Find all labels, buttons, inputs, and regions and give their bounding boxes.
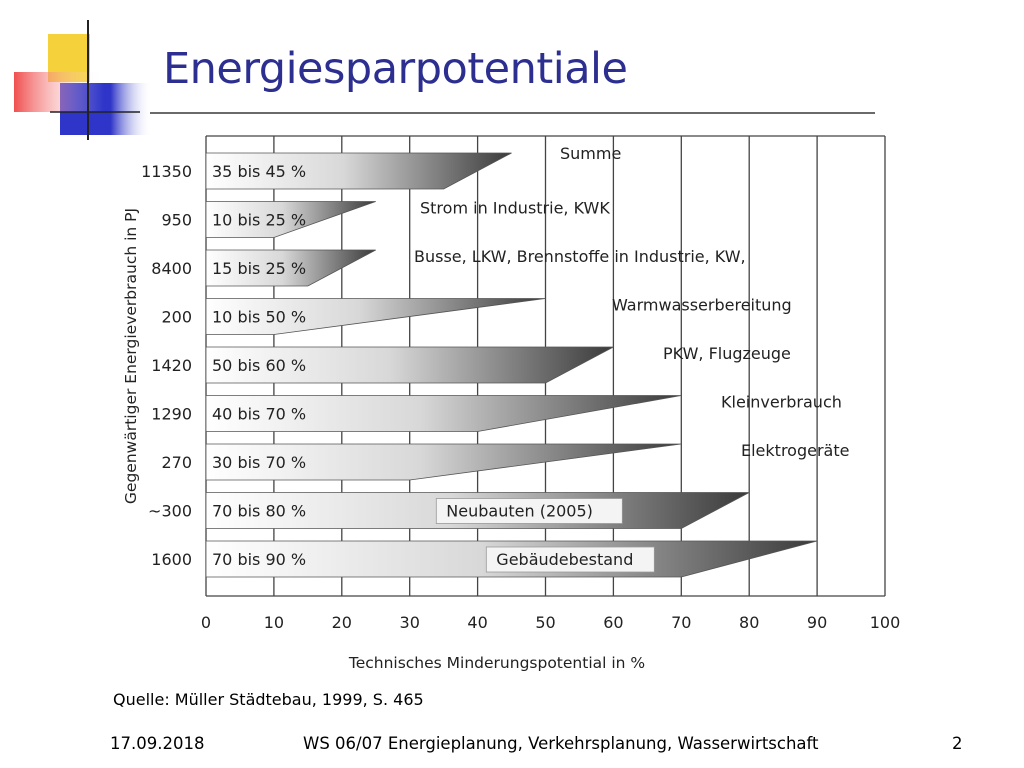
- category-label: Gebäudebestand: [496, 550, 633, 569]
- consumption-label: 1600: [151, 550, 192, 569]
- chart-bars: 35 bis 45 % Summe 10 bis 25 % Strom in Indu…: [205, 144, 849, 578]
- potential-bar: [205, 346, 614, 384]
- consumption-label: 8400: [151, 259, 192, 278]
- category-label-box: [485, 546, 655, 573]
- presentation-logo: [0, 0, 170, 145]
- x-tick-label: 40: [467, 613, 487, 632]
- category-label: Elektrogeräte: [741, 441, 849, 460]
- x-tick-label: 20: [332, 613, 352, 632]
- footer-course-title: WS 06/07 Energieplanung, Verkehrsplanung…: [303, 734, 819, 753]
- x-tick-labels: 0 10 20 30 40 50 60 70 80 90 100: [201, 613, 900, 632]
- category-label: Strom in Industrie, KWK: [420, 199, 610, 218]
- category-label: Warmwasserbereitung: [612, 296, 792, 315]
- consumption-label: 200: [161, 308, 192, 327]
- x-tick-label: 10: [264, 613, 284, 632]
- potential-bar: [205, 249, 376, 287]
- consumption-label: ~300: [148, 502, 192, 521]
- x-tick-label: 70: [671, 613, 691, 632]
- potential-bar: [205, 152, 512, 190]
- category-label: Kleinverbrauch: [721, 393, 842, 412]
- footer-date: 17.09.2018: [110, 734, 205, 753]
- range-label: 15 bis 25 %: [212, 259, 306, 278]
- x-tick-label: 30: [400, 613, 420, 632]
- chart-svg: 35 bis 45 % Summe 10 bis 25 % Strom in Indu…: [122, 135, 900, 672]
- range-label: 70 bis 90 %: [212, 550, 306, 569]
- consumption-label: 950: [161, 211, 192, 230]
- potential-bar: [205, 201, 376, 238]
- x-tick-label: 60: [603, 613, 623, 632]
- source-citation: Quelle: Müller Städtebau, 1999, S. 465: [113, 690, 424, 709]
- savings-potential-chart: 35 bis 45 % Summe 10 bis 25 % Strom in Indu…: [110, 128, 915, 688]
- range-label: 40 bis 70 %: [212, 405, 306, 424]
- consumption-label: 1290: [151, 405, 192, 424]
- x-tick-label: 50: [535, 613, 555, 632]
- range-label: 10 bis 25 %: [212, 211, 306, 230]
- x-tick-label: 80: [739, 613, 759, 632]
- slide-title: Energiesparpotentiale: [163, 44, 628, 94]
- consumption-label: 270: [161, 453, 192, 472]
- consumption-labels: 11350 950 8400 200 1420 1290 270 ~300 1600: [141, 162, 192, 569]
- category-label: PKW, Flugzeuge: [663, 344, 791, 363]
- category-label: Busse, LKW, Brennstoffe in Industrie, KW…: [414, 247, 746, 266]
- page-number: 2: [952, 734, 963, 753]
- potential-bar: [205, 298, 546, 335]
- title-divider: [150, 112, 875, 114]
- range-label: 10 bis 50 %: [212, 308, 306, 327]
- category-label: Summe: [560, 144, 621, 163]
- range-label: 50 bis 60 %: [212, 356, 306, 375]
- x-tick-label: 100: [870, 613, 901, 632]
- category-label: Neubauten (2005): [446, 502, 593, 521]
- consumption-label: 1420: [151, 356, 192, 375]
- range-label: 70 bis 80 %: [212, 502, 306, 521]
- y-axis-label: Gegenwärtiger Energieverbrauch in PJ: [122, 208, 140, 504]
- x-axis-label: Technisches Minderungspotential in %: [348, 654, 645, 672]
- consumption-label: 11350: [141, 162, 192, 181]
- potential-bar: [205, 443, 682, 481]
- x-tick-label: 0: [201, 613, 211, 632]
- x-tick-label: 90: [807, 613, 827, 632]
- range-label: 35 bis 45 %: [212, 162, 306, 181]
- potential-bar: [205, 395, 682, 432]
- range-label: 30 bis 70 %: [212, 453, 306, 472]
- category-label-box: [435, 498, 623, 524]
